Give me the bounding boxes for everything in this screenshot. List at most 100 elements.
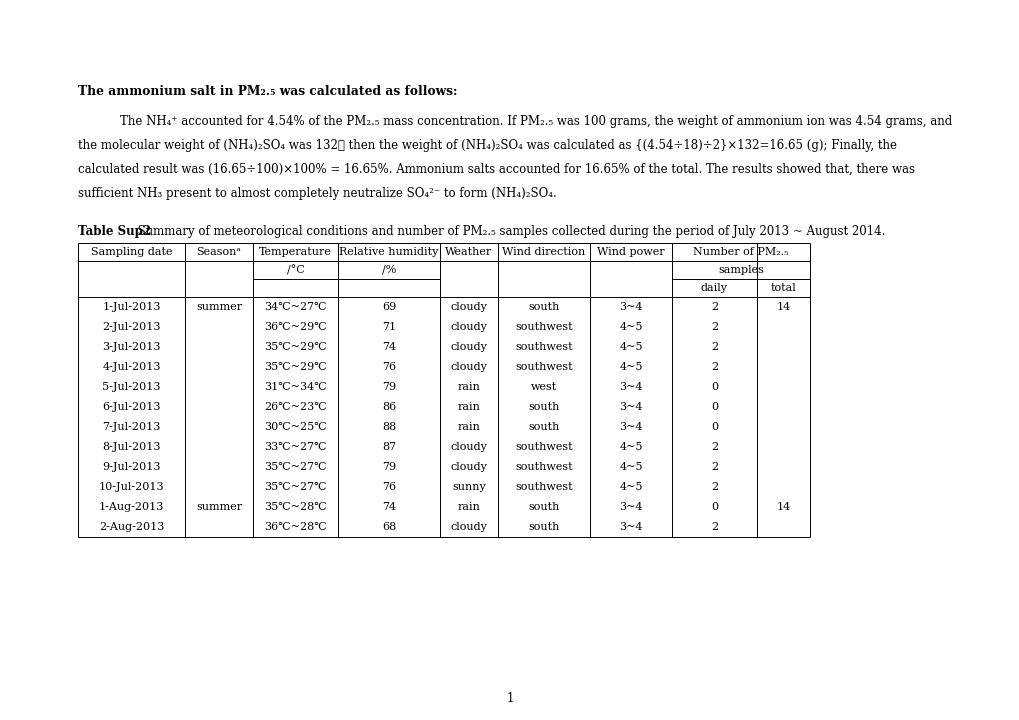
Text: 34℃~27℃: 34℃~27℃ — [264, 302, 326, 312]
Text: 4~5: 4~5 — [619, 362, 642, 372]
Text: 35℃~27℃: 35℃~27℃ — [264, 462, 326, 472]
Text: 2: 2 — [710, 362, 717, 372]
Text: samples: samples — [717, 265, 763, 275]
Text: Seasonᵃ: Seasonᵃ — [197, 247, 242, 257]
Text: cloudy: cloudy — [450, 522, 487, 532]
Text: 7-Jul-2013: 7-Jul-2013 — [102, 422, 161, 432]
Text: 88: 88 — [381, 422, 395, 432]
Text: 36℃~29℃: 36℃~29℃ — [264, 322, 326, 332]
Text: summer: summer — [196, 302, 242, 312]
Text: 68: 68 — [381, 522, 395, 532]
Text: The ammonium salt in PM₂.₅ was calculated as follows:: The ammonium salt in PM₂.₅ was calculate… — [77, 85, 458, 98]
Text: 4~5: 4~5 — [619, 462, 642, 472]
Text: rain: rain — [458, 502, 480, 512]
Text: 36℃~28℃: 36℃~28℃ — [264, 522, 326, 532]
Text: 3~4: 3~4 — [619, 522, 642, 532]
Text: calculated result was (16.65÷100)×100% = 16.65%. Ammonium salts accounted for 16: calculated result was (16.65÷100)×100% =… — [77, 163, 914, 176]
Text: 3-Jul-2013: 3-Jul-2013 — [102, 342, 161, 352]
Text: rain: rain — [458, 382, 480, 392]
Text: 0: 0 — [710, 382, 717, 392]
Text: /%: /% — [381, 265, 395, 275]
Text: south: south — [528, 522, 559, 532]
Text: 4-Jul-2013: 4-Jul-2013 — [102, 362, 161, 372]
Text: 2: 2 — [710, 342, 717, 352]
Text: Table Sup2: Table Sup2 — [77, 225, 151, 238]
Text: 5-Jul-2013: 5-Jul-2013 — [102, 382, 161, 392]
Text: 35℃~27℃: 35℃~27℃ — [264, 482, 326, 492]
Text: 35℃~29℃: 35℃~29℃ — [264, 362, 326, 372]
Text: summer: summer — [196, 502, 242, 512]
Text: 3~4: 3~4 — [619, 422, 642, 432]
Text: 2-Jul-2013: 2-Jul-2013 — [102, 322, 161, 332]
Text: rain: rain — [458, 402, 480, 412]
Text: 10-Jul-2013: 10-Jul-2013 — [99, 482, 164, 492]
Text: 1: 1 — [505, 691, 514, 704]
Text: 0: 0 — [710, 422, 717, 432]
Text: 3~4: 3~4 — [619, 502, 642, 512]
Text: 14: 14 — [775, 502, 790, 512]
Text: sunny: sunny — [451, 482, 485, 492]
Text: 2: 2 — [710, 462, 717, 472]
Text: cloudy: cloudy — [450, 342, 487, 352]
Text: south: south — [528, 422, 559, 432]
Text: 79: 79 — [381, 462, 395, 472]
Text: 86: 86 — [381, 402, 395, 412]
Text: Weather: Weather — [445, 247, 492, 257]
Text: 79: 79 — [381, 382, 395, 392]
Text: sufficient NH₃ present to almost completely neutralize SO₄²⁻ to form (NH₄)₂SO₄.: sufficient NH₃ present to almost complet… — [77, 187, 556, 200]
Text: The NH₄⁺ accounted for 4.54% of the PM₂.₅ mass concentration. If PM₂.₅ was 100 g: The NH₄⁺ accounted for 4.54% of the PM₂.… — [120, 115, 952, 128]
Text: west: west — [530, 382, 556, 392]
Text: Temperature: Temperature — [259, 247, 331, 257]
Text: 2: 2 — [710, 482, 717, 492]
Text: 2: 2 — [710, 302, 717, 312]
Text: total: total — [770, 283, 796, 293]
Text: southwest: southwest — [515, 442, 573, 452]
Text: 2-Aug-2013: 2-Aug-2013 — [99, 522, 164, 532]
Text: the molecular weight of (NH₄)₂SO₄ was 132， then the weight of (NH₄)₂SO₄ was calc: the molecular weight of (NH₄)₂SO₄ was 13… — [77, 139, 896, 152]
Text: Wind direction: Wind direction — [502, 247, 585, 257]
Text: 4~5: 4~5 — [619, 342, 642, 352]
Text: southwest: southwest — [515, 342, 573, 352]
Text: southwest: southwest — [515, 322, 573, 332]
Text: cloudy: cloudy — [450, 302, 487, 312]
Text: Summary of meteorological conditions and number of PM₂.₅ samples collected durin: Summary of meteorological conditions and… — [129, 225, 884, 238]
Text: 74: 74 — [381, 502, 395, 512]
Text: Number of PM₂.₅: Number of PM₂.₅ — [693, 247, 788, 257]
Text: south: south — [528, 402, 559, 412]
Text: 33℃~27℃: 33℃~27℃ — [264, 442, 326, 452]
Text: 35℃~29℃: 35℃~29℃ — [264, 342, 326, 352]
Text: 87: 87 — [381, 442, 395, 452]
Text: southwest: southwest — [515, 362, 573, 372]
Text: 3~4: 3~4 — [619, 302, 642, 312]
Text: cloudy: cloudy — [450, 442, 487, 452]
Text: 4~5: 4~5 — [619, 442, 642, 452]
Text: 3~4: 3~4 — [619, 382, 642, 392]
Text: 71: 71 — [381, 322, 395, 332]
Text: south: south — [528, 502, 559, 512]
Text: 0: 0 — [710, 502, 717, 512]
Text: 30℃~25℃: 30℃~25℃ — [264, 422, 326, 432]
Text: Sampling date: Sampling date — [91, 247, 172, 257]
Text: 2: 2 — [710, 522, 717, 532]
Text: 3~4: 3~4 — [619, 402, 642, 412]
Text: 1-Jul-2013: 1-Jul-2013 — [102, 302, 161, 312]
Text: cloudy: cloudy — [450, 462, 487, 472]
Text: 4~5: 4~5 — [619, 482, 642, 492]
Text: 2: 2 — [710, 322, 717, 332]
Text: Relative humidity: Relative humidity — [339, 247, 438, 257]
Text: 74: 74 — [381, 342, 395, 352]
Text: southwest: southwest — [515, 482, 573, 492]
Text: /°C: /°C — [286, 265, 304, 275]
Text: 9-Jul-2013: 9-Jul-2013 — [102, 462, 161, 472]
Text: 6-Jul-2013: 6-Jul-2013 — [102, 402, 161, 412]
Text: cloudy: cloudy — [450, 322, 487, 332]
Text: 69: 69 — [381, 302, 395, 312]
Text: 14: 14 — [775, 302, 790, 312]
Text: 35℃~28℃: 35℃~28℃ — [264, 502, 326, 512]
Text: south: south — [528, 302, 559, 312]
Text: Wind power: Wind power — [596, 247, 664, 257]
Text: 76: 76 — [381, 362, 395, 372]
Text: 31℃~34℃: 31℃~34℃ — [264, 382, 326, 392]
Text: rain: rain — [458, 422, 480, 432]
Text: southwest: southwest — [515, 462, 573, 472]
